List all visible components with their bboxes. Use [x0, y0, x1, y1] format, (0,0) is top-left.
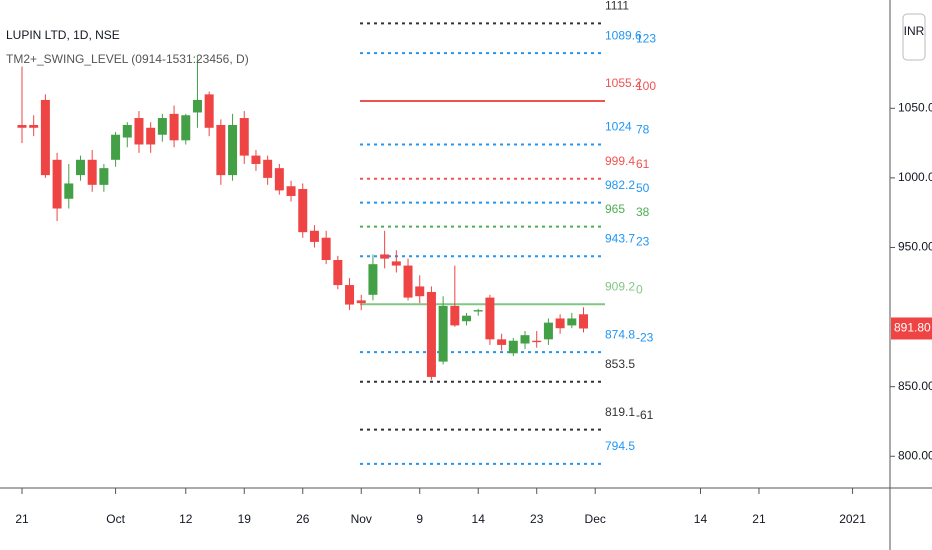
candle-body	[309, 230, 319, 242]
candle-body	[146, 127, 156, 145]
swing-level-label: 874.8	[605, 327, 635, 341]
x-tick-label: 9	[416, 512, 423, 526]
candle-body	[438, 305, 448, 362]
candle-body	[543, 322, 553, 340]
candle-body	[111, 134, 121, 160]
swing-level-label: 853.5	[605, 357, 635, 371]
swing-level-label: 965	[605, 202, 625, 216]
swing-level-label: 819.1	[605, 405, 635, 419]
swing-level-label: 1111	[605, 0, 629, 13]
candle-body	[298, 189, 308, 233]
candle-body	[403, 265, 413, 298]
candle-body	[333, 260, 343, 286]
candle-body	[204, 94, 214, 128]
swing-level-label: 1055.2	[605, 76, 642, 90]
candle-body	[426, 292, 436, 377]
swing-level-pct: 50	[636, 181, 650, 195]
x-tick-label: 23	[530, 512, 544, 526]
swing-level-pct: -23	[636, 330, 654, 344]
x-tick-label: 14	[694, 512, 708, 526]
swing-level-pct: -61	[636, 408, 654, 422]
candle-body	[473, 310, 483, 312]
candle-body	[321, 237, 331, 261]
swing-level-pct: 78	[636, 123, 650, 137]
candle-body	[508, 340, 518, 354]
candle-body	[263, 159, 273, 178]
x-tick-label: 26	[296, 512, 310, 526]
candle-body	[64, 183, 74, 199]
candle-body	[17, 124, 27, 128]
swing-level-pct: 23	[636, 234, 650, 248]
candle-body	[181, 115, 191, 141]
swing-level-label: 943.7	[605, 231, 635, 245]
y-tick-label: 850.00	[898, 379, 932, 393]
candle-body	[216, 124, 226, 176]
y-tick-label: 1000.00	[898, 170, 932, 184]
candle-body	[192, 99, 202, 113]
candle-body	[99, 168, 109, 185]
swing-level-label: 909.2	[605, 279, 635, 293]
candle-body	[122, 124, 132, 138]
x-tick-label: 12	[179, 512, 193, 526]
swing-level-label: 1024	[605, 120, 632, 134]
swing-level-pct: 0	[636, 282, 643, 296]
candle-body	[532, 340, 542, 343]
candle-body	[345, 285, 355, 305]
candle-body	[29, 124, 39, 128]
swing-level-label: 1089.6	[605, 28, 642, 42]
swing-level-pct: 100	[636, 79, 656, 93]
x-tick-label: 2021	[839, 512, 866, 526]
candle-body	[380, 254, 390, 259]
candle-body	[40, 99, 50, 176]
last-price-label: 891.80	[894, 321, 931, 335]
candle-body	[228, 124, 238, 176]
candle-body	[157, 118, 167, 135]
candle-body	[567, 318, 577, 326]
candle-body	[274, 168, 284, 191]
x-tick-label: 21	[752, 512, 766, 526]
x-tick-label: Dec	[585, 512, 606, 526]
candle-body	[169, 113, 179, 141]
candle-body	[52, 159, 62, 209]
x-tick-label: Nov	[351, 512, 372, 526]
indicator-label: TM2+_SWING_LEVEL (0914-1531:23456, D)	[6, 52, 249, 66]
y-tick-label: 800.00	[898, 448, 932, 462]
candle-body	[391, 261, 401, 266]
x-tick-label: 19	[238, 512, 252, 526]
candle-body	[520, 335, 530, 344]
candle-body	[134, 118, 144, 145]
candle-body	[251, 155, 261, 164]
candle-body	[286, 186, 296, 196]
y-tick-label: 1050.00	[898, 100, 932, 114]
candle-body	[579, 314, 589, 329]
candle-body	[415, 286, 425, 297]
chart-title: LUPIN LTD, 1D, NSE	[6, 28, 120, 42]
candle-body	[555, 318, 565, 329]
currency-button[interactable]	[902, 13, 926, 61]
swing-level-label: 794.5	[605, 439, 635, 453]
candle-body	[87, 159, 97, 185]
x-tick-label: 21	[15, 512, 29, 526]
swing-level-label: 982.2	[605, 178, 635, 192]
candle-body	[485, 297, 495, 340]
currency-label: INR	[904, 24, 925, 38]
last-price-box	[891, 317, 932, 340]
candle-body	[368, 264, 378, 295]
swing-level-label: 999.4	[605, 154, 635, 168]
x-tick-label: 14	[472, 512, 486, 526]
candle-body	[239, 118, 249, 156]
y-tick-label: 950.00	[898, 240, 932, 254]
candle-body	[356, 300, 366, 304]
swing-level-pct: 123	[636, 31, 656, 45]
candle-body	[462, 315, 472, 322]
candle-body	[450, 305, 460, 326]
swing-level-pct: 61	[636, 157, 650, 171]
candle-body	[75, 159, 85, 176]
x-tick-label: Oct	[106, 512, 125, 526]
candle-body	[497, 339, 507, 345]
swing-level-pct: 38	[636, 205, 650, 219]
